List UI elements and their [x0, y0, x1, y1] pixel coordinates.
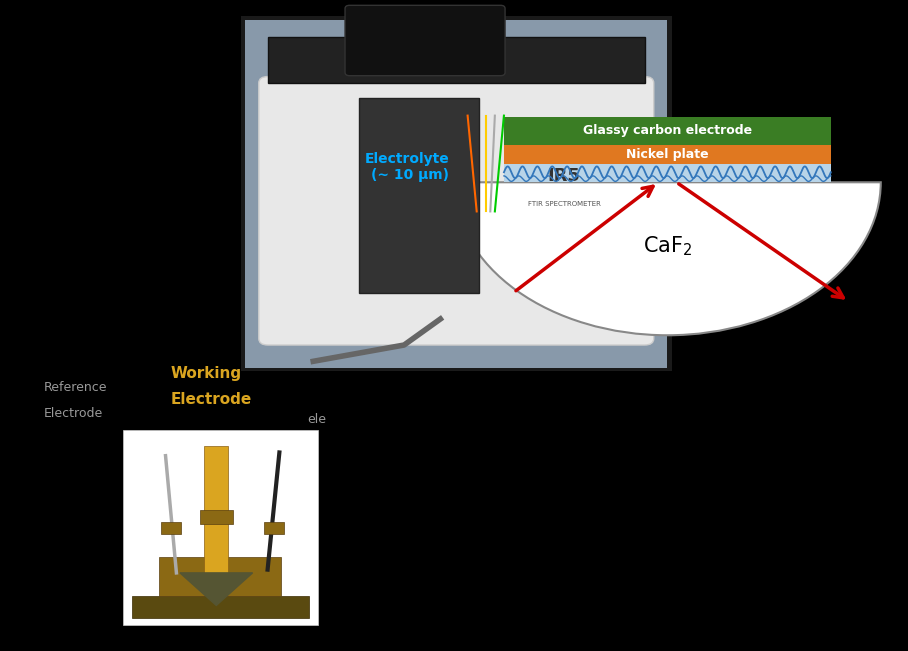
FancyBboxPatch shape — [123, 430, 318, 625]
FancyBboxPatch shape — [161, 522, 181, 534]
FancyBboxPatch shape — [359, 98, 479, 293]
Text: Reference: Reference — [44, 381, 107, 394]
Text: Nickel plate: Nickel plate — [627, 148, 708, 161]
Text: Electrode: Electrode — [44, 407, 103, 420]
Text: Working: Working — [171, 366, 242, 381]
FancyBboxPatch shape — [268, 37, 645, 83]
FancyBboxPatch shape — [264, 522, 284, 534]
FancyBboxPatch shape — [345, 5, 505, 76]
FancyBboxPatch shape — [200, 510, 232, 524]
Text: CaF$_2$: CaF$_2$ — [643, 235, 692, 258]
FancyBboxPatch shape — [259, 77, 654, 345]
Text: Electrode: Electrode — [171, 392, 252, 407]
FancyBboxPatch shape — [204, 446, 228, 573]
Text: EDINBURGH
INSTRUMENTS: EDINBURGH INSTRUMENTS — [421, 187, 472, 200]
Wedge shape — [454, 182, 881, 335]
Polygon shape — [180, 573, 252, 605]
FancyBboxPatch shape — [241, 16, 672, 371]
Text: ele: ele — [307, 413, 326, 426]
FancyBboxPatch shape — [132, 596, 309, 618]
Text: FTIR SPECTROMETER: FTIR SPECTROMETER — [528, 201, 600, 207]
FancyBboxPatch shape — [504, 145, 831, 164]
Text: Electrolyte
(∼ 10 μm): Electrolyte (∼ 10 μm) — [365, 152, 449, 182]
FancyBboxPatch shape — [159, 557, 281, 596]
Text: Glassy carbon electrode: Glassy carbon electrode — [583, 124, 752, 137]
FancyBboxPatch shape — [504, 117, 831, 145]
Text: IR5: IR5 — [548, 167, 580, 185]
FancyBboxPatch shape — [245, 20, 667, 368]
FancyBboxPatch shape — [504, 164, 831, 182]
